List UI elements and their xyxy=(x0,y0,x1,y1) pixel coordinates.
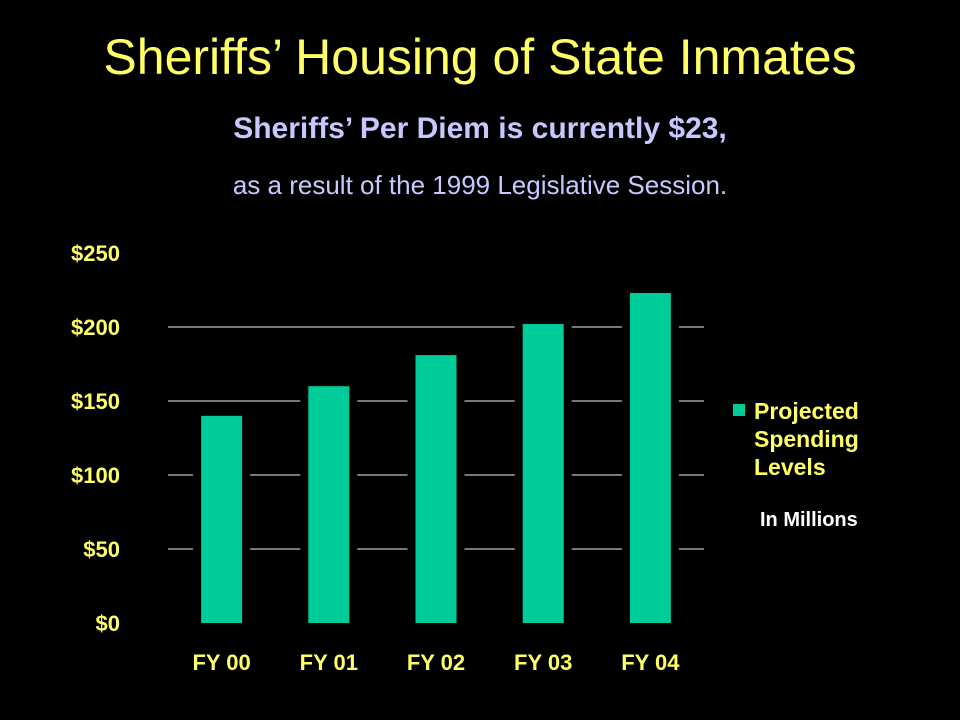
y-tick-label: $200 xyxy=(71,315,120,340)
y-tick-label: $100 xyxy=(71,463,120,488)
legend: Projected Spending Levels xyxy=(733,398,859,480)
y-axis-tick-labels: $0 $50 $100 $150 $200 $250 xyxy=(71,241,120,636)
legend-label-line: Levels xyxy=(754,454,826,480)
x-tick-label: FY 03 xyxy=(514,650,572,675)
bar xyxy=(522,324,564,623)
x-tick-label: FY 04 xyxy=(621,650,680,675)
legend-swatch xyxy=(733,404,745,416)
units-note: In Millions xyxy=(760,509,858,531)
slide-subtitle: Sheriffs’ Per Diem is currently $23, xyxy=(233,112,727,145)
x-axis-tick-labels: FY 00 FY 01 FY 02 FY 03 FY 04 xyxy=(192,650,680,675)
bar xyxy=(201,415,243,623)
legend-label-line: Projected xyxy=(754,398,859,424)
x-tick-label: FY 01 xyxy=(300,650,358,675)
bar xyxy=(415,355,457,623)
legend-label-line: Spending xyxy=(754,426,859,452)
x-tick-label: FY 02 xyxy=(407,650,465,675)
y-tick-label: $250 xyxy=(71,241,120,266)
y-tick-label: $0 xyxy=(96,611,120,636)
x-tick-label: FY 00 xyxy=(192,650,250,675)
bar xyxy=(308,386,350,623)
y-tick-label: $50 xyxy=(83,537,120,562)
bars xyxy=(193,292,679,623)
bar xyxy=(629,292,671,623)
y-tick-label: $150 xyxy=(71,389,120,414)
slide-subtitle-secondary: as a result of the 1999 Legislative Sess… xyxy=(232,170,728,200)
slide-title: Sheriffs’ Housing of State Inmates xyxy=(103,29,857,85)
